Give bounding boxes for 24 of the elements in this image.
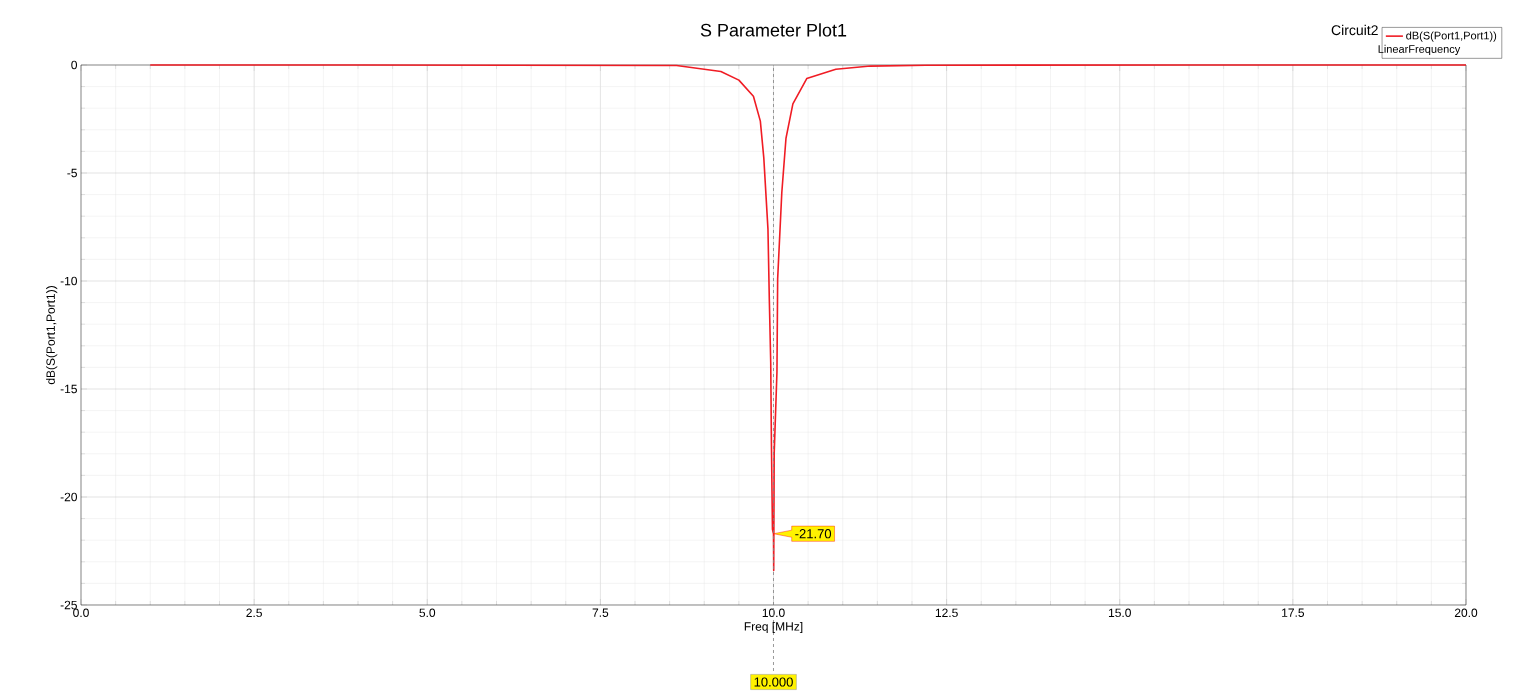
x-tick-label: 0.0: [73, 608, 89, 618]
y-tick-label: -20: [60, 492, 78, 502]
y-axis-title: dB(S(Port1,Port1)): [46, 286, 58, 385]
line-series: [149, 64, 1467, 572]
chart-title: S Parameter Plot1: [700, 23, 847, 37]
y-tick-label: -10: [60, 276, 78, 286]
x-axis-title: Freq [MHz]: [744, 621, 803, 634]
x-tick-label: 17.5: [1282, 608, 1305, 617]
text: LinearFrequency: [1378, 44, 1461, 56]
x-tick-label: 10.0: [762, 608, 785, 618]
x-tick-label: 5.0: [419, 608, 436, 618]
y-tick-label: -25: [60, 600, 77, 610]
y-tick-label: 0: [71, 60, 78, 70]
x-tick-label: 12.5: [935, 608, 958, 618]
legend-label: dB(S(Port1,Port1)): [1406, 31, 1497, 42]
x-tick-label: 7.5: [592, 608, 609, 617]
text: Circuit2: [1331, 24, 1378, 36]
y-tick-label: -15: [60, 384, 77, 394]
y-tick-label: -5: [67, 168, 77, 178]
x-tick-label: 20.0: [1454, 608, 1478, 618]
ref-line-label: 10.000: [754, 677, 793, 687]
x-tick-label: 2.5: [246, 608, 262, 618]
x-tick-label: 15.0: [1108, 608, 1131, 618]
annotation: -21.70: [795, 529, 832, 539]
